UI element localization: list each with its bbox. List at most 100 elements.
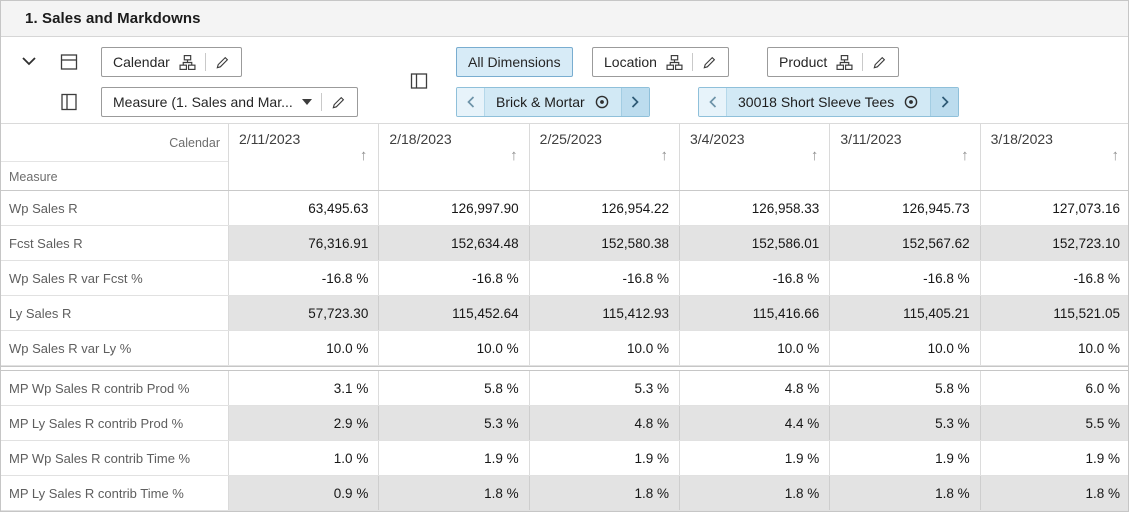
- table-cell[interactable]: 4.8 %: [529, 406, 680, 440]
- table-cell[interactable]: 1.9 %: [680, 441, 831, 475]
- sort-arrow-icon[interactable]: ↑: [359, 147, 368, 164]
- table-cell[interactable]: 152,634.48: [379, 226, 530, 260]
- table-cell[interactable]: 115,412.93: [529, 296, 680, 330]
- table-cell[interactable]: 10.0 %: [229, 331, 380, 365]
- target-icon[interactable]: [594, 94, 610, 110]
- table-cell[interactable]: 4.4 %: [679, 406, 831, 440]
- hierarchy-icon[interactable]: [179, 54, 196, 71]
- sort-arrow-icon[interactable]: ↑: [510, 147, 518, 164]
- table-cell[interactable]: 115,416.66: [679, 296, 831, 330]
- product-axis-button[interactable]: Product: [767, 47, 900, 77]
- sort-arrow-icon[interactable]: ↑: [961, 147, 969, 164]
- row-label[interactable]: MP Wp Sales R contrib Prod %: [1, 371, 229, 405]
- target-icon[interactable]: [903, 94, 919, 110]
- calendar-axis-button[interactable]: Calendar: [101, 47, 242, 77]
- edit-pencil-icon[interactable]: [215, 55, 230, 70]
- sort-arrow-icon[interactable]: ↑: [660, 147, 668, 164]
- column-header[interactable]: 3/18/2023 ↑: [981, 124, 1128, 190]
- table-cell[interactable]: 10.0 %: [830, 331, 981, 365]
- table-cell[interactable]: 0.9 %: [229, 476, 380, 510]
- table-cell[interactable]: 1.8 %: [379, 476, 530, 510]
- table-cell[interactable]: 152,723.10: [980, 226, 1128, 260]
- row-label[interactable]: MP Ly Sales R contrib Prod %: [1, 406, 229, 440]
- collapse-panel-button[interactable]: [19, 53, 39, 69]
- table-cell[interactable]: -16.8 %: [680, 261, 831, 295]
- row-label[interactable]: Wp Sales R: [1, 191, 229, 225]
- table-cell[interactable]: 152,580.38: [529, 226, 680, 260]
- table-cell[interactable]: 10.0 %: [530, 331, 680, 365]
- table-cell[interactable]: 1.8 %: [529, 476, 680, 510]
- table-cell[interactable]: 127,073.16: [1052, 200, 1120, 216]
- table-cell[interactable]: -16.8 %: [229, 261, 380, 295]
- next-product-button[interactable]: [930, 88, 959, 116]
- next-location-button[interactable]: [620, 88, 649, 116]
- table-cell[interactable]: 4.8 %: [680, 371, 831, 405]
- table-cell[interactable]: 10.0 %: [680, 331, 831, 365]
- hierarchy-icon[interactable]: [836, 54, 853, 71]
- column-header[interactable]: 3/4/2023 ↑: [680, 124, 831, 190]
- table-cell[interactable]: 1.0 %: [229, 441, 380, 475]
- measure-dropdown[interactable]: Measure (1. Sales and Mar...: [101, 87, 358, 117]
- table-cell[interactable]: 5.5 %: [980, 406, 1128, 440]
- table-cell[interactable]: 5.8 %: [379, 371, 530, 405]
- table-cell[interactable]: 126,958.33: [680, 191, 831, 225]
- table-cell[interactable]: -16.8 %: [379, 261, 530, 295]
- table-cell[interactable]: 1.9 %: [379, 441, 530, 475]
- table-cell[interactable]: 76,316.91: [229, 226, 380, 260]
- table-cell[interactable]: 63,495.63: [229, 191, 380, 225]
- column-header[interactable]: 2/18/2023 ↑: [379, 124, 530, 190]
- row-label[interactable]: Wp Sales R var Fcst %: [1, 261, 229, 295]
- row-label[interactable]: Ly Sales R: [1, 296, 229, 330]
- table-cell[interactable]: -16.8 %: [1073, 270, 1120, 286]
- prev-location-button[interactable]: [457, 88, 485, 116]
- table-cell[interactable]: 126,954.22: [530, 191, 680, 225]
- edit-pencil-icon[interactable]: [872, 55, 887, 70]
- row-label[interactable]: Wp Sales R var Ly %: [1, 331, 229, 365]
- column-header[interactable]: 3/11/2023 ↑: [830, 124, 981, 190]
- all-dimensions-label: All Dimensions: [468, 54, 561, 70]
- table-cell[interactable]: 152,567.62: [830, 226, 981, 260]
- table-cell[interactable]: 152,586.01: [679, 226, 831, 260]
- column-header[interactable]: 2/25/2023 ↑: [530, 124, 680, 190]
- table-cell[interactable]: 1.8 %: [980, 476, 1128, 510]
- table-cell[interactable]: -16.8 %: [830, 261, 981, 295]
- column-header[interactable]: 2/11/2023 ↑: [229, 124, 380, 190]
- table-cell[interactable]: 5.3 %: [530, 371, 680, 405]
- table-cell[interactable]: 1.9 %: [1085, 450, 1120, 466]
- table-cell[interactable]: 115,521.05: [980, 296, 1128, 330]
- table-cell[interactable]: 6.0 %: [1085, 380, 1120, 396]
- table-cell[interactable]: 5.3 %: [379, 406, 530, 440]
- table-cell[interactable]: 3.1 %: [229, 371, 380, 405]
- table-cell[interactable]: 115,452.64: [379, 296, 530, 330]
- edit-pencil-icon[interactable]: [331, 95, 346, 110]
- table-cell[interactable]: 126,945.73: [830, 191, 981, 225]
- toolbar: Calendar Measure (1. Sales and Mar...: [1, 37, 1128, 123]
- page-axis-icon[interactable]: [409, 71, 429, 91]
- sort-arrow-icon[interactable]: ↑: [810, 147, 819, 164]
- table-cell[interactable]: 10.0 %: [1077, 340, 1120, 356]
- table-cell[interactable]: 5.8 %: [830, 371, 981, 405]
- row-label[interactable]: Fcst Sales R: [1, 226, 229, 260]
- table-cell[interactable]: 115,405.21: [830, 296, 981, 330]
- table-cell[interactable]: -16.8 %: [530, 261, 680, 295]
- table-cell[interactable]: 1.8 %: [679, 476, 831, 510]
- location-axis-button[interactable]: Location: [592, 47, 729, 77]
- hierarchy-icon[interactable]: [666, 54, 683, 71]
- table-cell[interactable]: 10.0 %: [379, 331, 530, 365]
- prev-product-button[interactable]: [699, 88, 727, 116]
- table-cell[interactable]: 1.8 %: [830, 476, 981, 510]
- table-cell[interactable]: 2.9 %: [229, 406, 380, 440]
- all-dimensions-button[interactable]: All Dimensions: [456, 47, 573, 77]
- rows-axis-icon[interactable]: [59, 92, 79, 112]
- sort-arrow-icon[interactable]: ↑: [1111, 147, 1119, 164]
- table-cell[interactable]: 1.9 %: [530, 441, 680, 475]
- caret-down-icon[interactable]: [301, 99, 312, 105]
- row-label[interactable]: MP Wp Sales R contrib Time %: [1, 441, 229, 475]
- table-cell[interactable]: 1.9 %: [830, 441, 981, 475]
- row-label[interactable]: MP Ly Sales R contrib Time %: [1, 476, 229, 510]
- table-cell[interactable]: 126,997.90: [379, 191, 530, 225]
- table-cell[interactable]: 5.3 %: [830, 406, 981, 440]
- columns-axis-icon[interactable]: [59, 52, 79, 72]
- table-cell[interactable]: 57,723.30: [229, 296, 380, 330]
- edit-pencil-icon[interactable]: [702, 55, 717, 70]
